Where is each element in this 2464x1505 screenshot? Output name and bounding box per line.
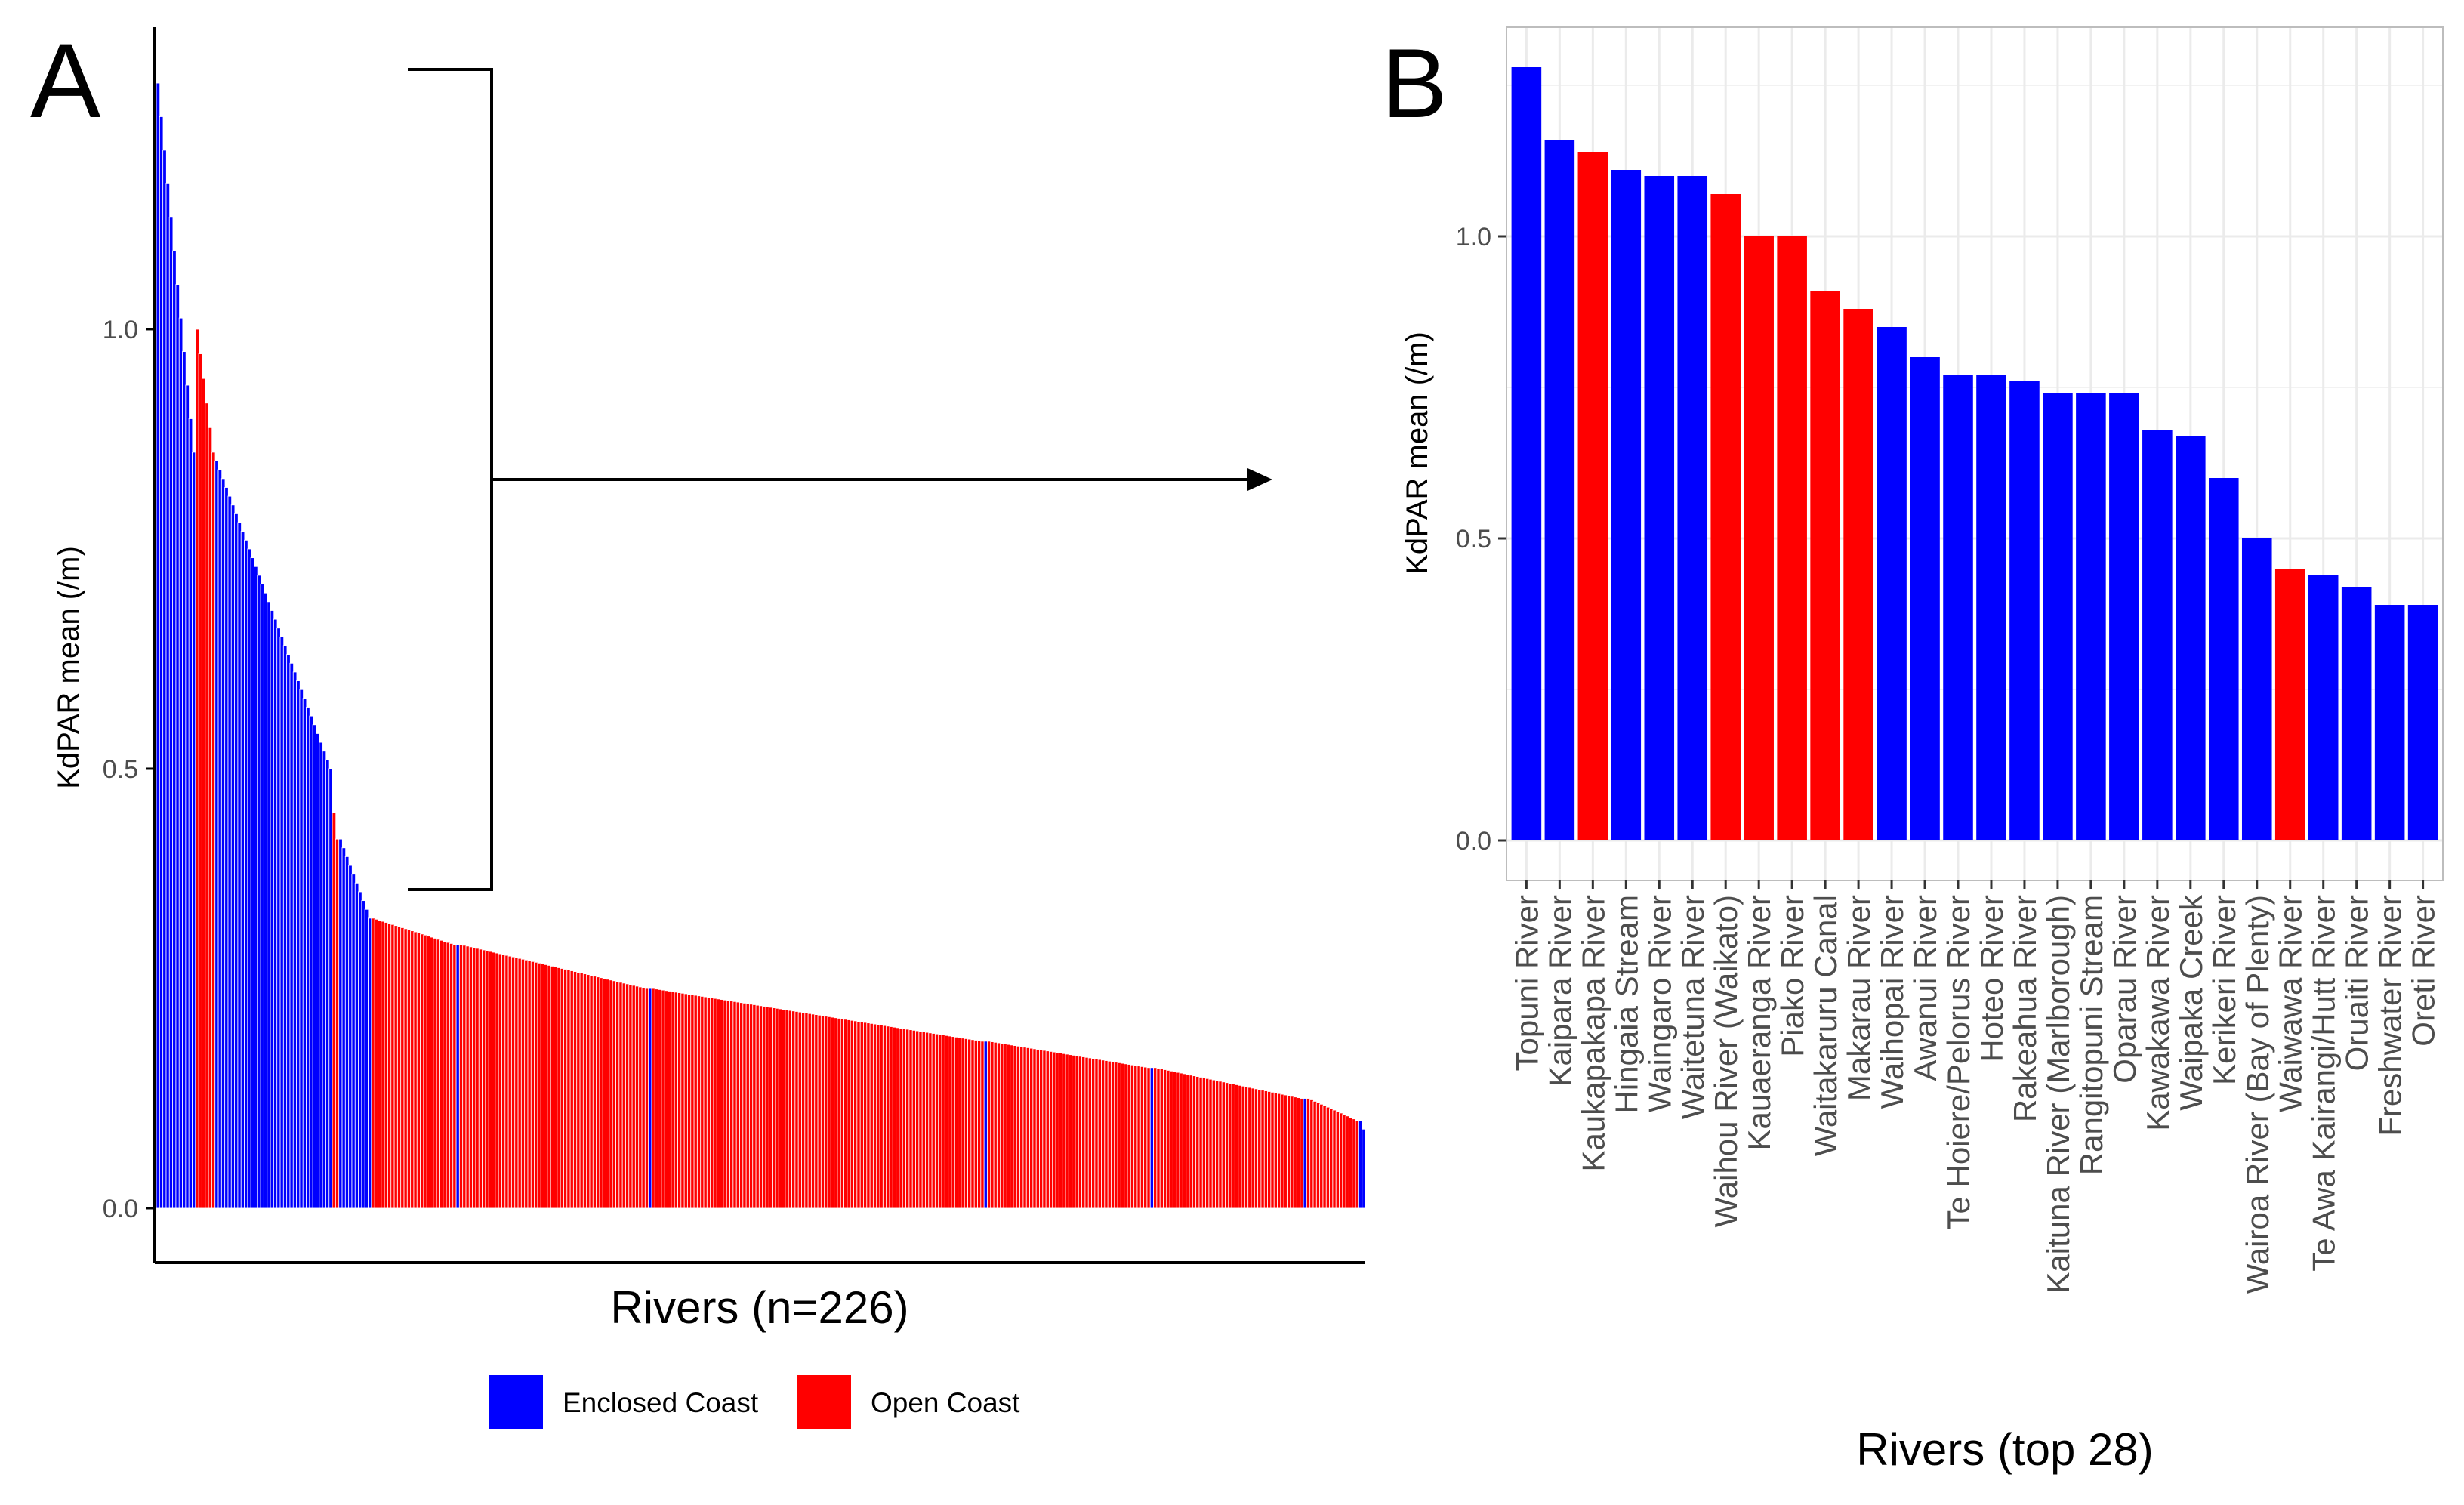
chart-a-y-label: KdPAR mean (/m) xyxy=(52,546,85,789)
chart-b-category-label: Te Hoiere/Pelorus River xyxy=(1941,895,1976,1230)
chart-b-bar xyxy=(1644,176,1675,840)
chart-a-x-label: Rivers (n=226) xyxy=(610,1282,908,1333)
chart-b-category-label: Kawakawa River xyxy=(2140,895,2176,1131)
chart-b-bar xyxy=(1611,170,1642,840)
zoom-bracket xyxy=(408,68,493,891)
chart-b-category-label: Freshwater River xyxy=(2373,895,2408,1136)
chart-b-category-label: Wairoa River (Bay of Plenty) xyxy=(2240,895,2275,1294)
chart-b-bar xyxy=(2043,393,2073,840)
chart-b-bar xyxy=(1810,291,1840,840)
chart-a-y-tick-label: 0.0 xyxy=(103,1195,138,1223)
chart-b-category-label: Waiwawa River xyxy=(2273,895,2308,1112)
chart-b-bar xyxy=(1910,357,1940,840)
chart-b-bar xyxy=(2142,430,2173,840)
chart-b-category-label: Oreti River xyxy=(2406,895,2441,1047)
chart-b-bar xyxy=(1677,176,1708,840)
chart-b-bar xyxy=(1544,140,1575,840)
legend: Enclosed Coast Open Coast xyxy=(489,1375,1020,1429)
chart-b-bar xyxy=(2407,605,2438,840)
chart-b-bar xyxy=(2109,393,2139,840)
chart-b-category-label: Waipaka Creek xyxy=(2173,894,2209,1111)
chart-b-bar xyxy=(1877,327,1907,840)
chart-b-bar xyxy=(1511,67,1542,840)
chart-b-category-label: Te Awa Kairangi/Hutt River xyxy=(2306,895,2342,1272)
chart-b-bar xyxy=(1943,375,1973,840)
chart-b-category-label: Piako River xyxy=(1775,895,1810,1057)
chart-b-y-tick-label: 0.0 xyxy=(1456,827,1491,856)
chart-a-y-ticks: 0.0 0.5 1.0 xyxy=(103,316,155,1223)
chart-b-category-label: Hoteo River xyxy=(1974,895,2009,1062)
chart-b-category-label: Makarau River xyxy=(1841,895,1877,1101)
chart-a-bars xyxy=(156,82,1366,1209)
legend-label-enclosed: Enclosed Coast xyxy=(563,1387,759,1418)
panel-a-label: A xyxy=(30,21,101,140)
chart-a: 0.0 0.5 1.0 KdPAR mean (/m) Rivers (n=226) xyxy=(52,27,1366,1333)
chart-b-bar xyxy=(2308,575,2339,840)
chart-b-bar xyxy=(2076,393,2106,840)
legend-swatch-enclosed xyxy=(489,1375,543,1429)
chart-b-category-label: Waihou River (Waikato) xyxy=(1708,895,1744,1227)
chart-b-category-label: Hingaia Stream xyxy=(1608,895,1644,1113)
chart-b-bar xyxy=(1976,375,2006,840)
chart-b-bar xyxy=(2009,381,2040,840)
chart-b-bar xyxy=(1577,152,1608,840)
chart-b-bar xyxy=(2176,436,2206,840)
chart-b-bar xyxy=(2209,478,2239,840)
chart-b-category-label: Waitetuna River xyxy=(1675,895,1710,1119)
chart-b-y-label: KdPAR mean (/m) xyxy=(1401,332,1434,575)
legend-label-open: Open Coast xyxy=(871,1387,1020,1418)
chart-b-category-label: Awanui River xyxy=(1907,895,1943,1081)
panel-b-label: B xyxy=(1382,28,1448,138)
chart-b-bar xyxy=(1710,194,1741,840)
chart-b-bar xyxy=(1744,236,1774,840)
chart-b-bar xyxy=(1777,236,1807,840)
chart-b-y-tick-label: 1.0 xyxy=(1456,223,1491,251)
zoom-arrow-head xyxy=(1247,468,1272,491)
chart-b-category-label: Kaituna River (Marlborough) xyxy=(2040,895,2076,1294)
chart-b-category-label: Kauaeranga River xyxy=(1741,895,1777,1151)
chart-b-category-label: Kaipara River xyxy=(1542,895,1577,1087)
legend-swatch-open xyxy=(797,1375,851,1429)
chart-b-panel-border xyxy=(1506,26,2444,881)
chart-b-category-label: Rakeahua River xyxy=(2007,895,2043,1122)
chart-b-bar xyxy=(2374,605,2405,840)
chart-b-category-label: Waihopai River xyxy=(1874,895,1910,1109)
chart-b-bar xyxy=(2274,569,2305,840)
chart-b-bar xyxy=(1843,309,1873,840)
chart-b-category-label: Waingaro River xyxy=(1642,895,1677,1112)
chart-b-category-label: Kerikeri River xyxy=(2206,895,2242,1085)
chart-b-category-label: Kaukapakapa River xyxy=(1575,895,1611,1172)
chart-b-y-tick-label: 0.5 xyxy=(1456,525,1491,554)
chart-b-x-label: Rivers (top 28) xyxy=(1856,1424,2153,1475)
chart-b-category-label: Rangitopuni Stream xyxy=(2074,895,2109,1175)
chart-a-y-tick-label: 0.5 xyxy=(103,755,138,784)
chart-b-bar xyxy=(2241,538,2272,840)
chart-b-y-ticks: 0.0 0.5 1.0 xyxy=(1456,223,1506,856)
chart-b-category-label: Oruaiti River xyxy=(2339,895,2375,1071)
chart-b-category-label: Topuni River xyxy=(1509,895,1544,1071)
chart-a-y-tick-label: 1.0 xyxy=(103,316,138,344)
chart-b-bar xyxy=(2341,587,2372,840)
chart-a-bar xyxy=(1362,1128,1366,1209)
chart-b-category-label: Oparau River xyxy=(2107,895,2142,1084)
chart-b-category-label: Waitakaruru Canal xyxy=(1808,895,1843,1156)
chart-b-bars xyxy=(1511,67,2438,840)
